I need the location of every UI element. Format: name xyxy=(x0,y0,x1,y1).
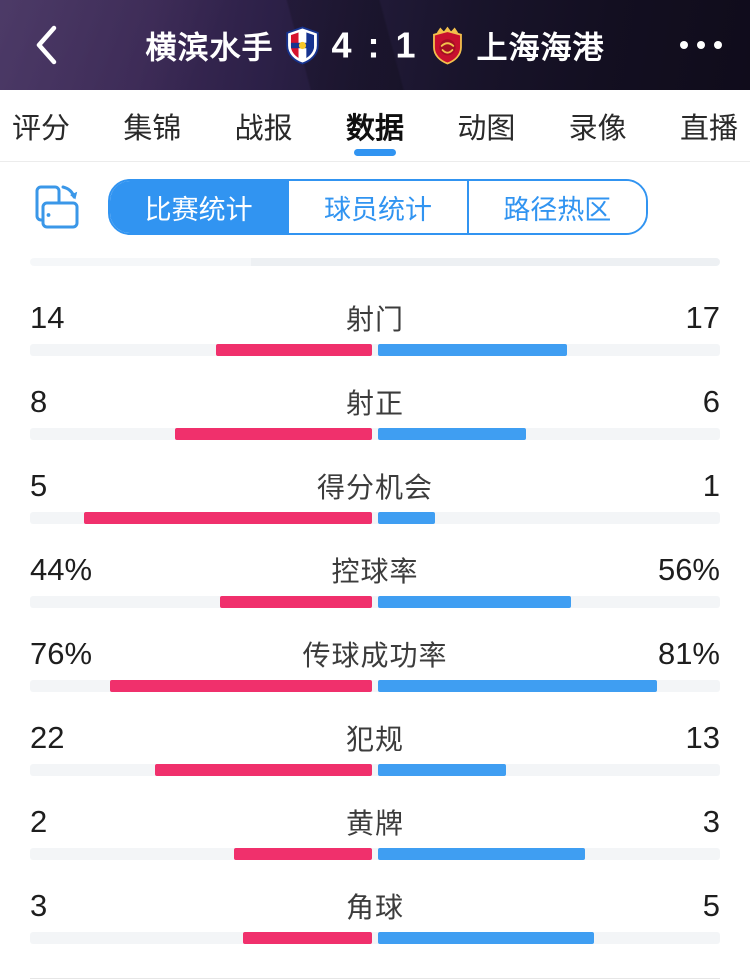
match-title: 横滨水手 4 : 1 上海海港 xyxy=(145,23,604,68)
stat-label: 射正 xyxy=(345,388,404,419)
away-value: 5 xyxy=(702,888,720,923)
away-value: 1 xyxy=(702,468,720,503)
match-header: 横滨水手 4 : 1 上海海港 xyxy=(0,0,750,90)
stat-label: 传球成功率 xyxy=(302,640,448,671)
stat-label: 犯规 xyxy=(345,724,404,755)
home-value: 2 xyxy=(30,804,48,839)
match-score: 4 : 1 xyxy=(331,24,419,65)
away-value: 13 xyxy=(685,720,720,755)
stat-track xyxy=(30,344,720,356)
away-value: 56% xyxy=(657,552,720,587)
stat-label: 角球 xyxy=(345,892,404,923)
stat-row: 8 射正 6 xyxy=(30,370,720,454)
back-chevron-icon xyxy=(36,25,57,65)
section-divider xyxy=(30,978,720,979)
home-value: 22 xyxy=(30,720,65,755)
stat-track xyxy=(30,512,720,524)
stat-track xyxy=(30,848,720,860)
home-value: 5 xyxy=(30,468,48,503)
home-value: 3 xyxy=(30,888,48,923)
home-bar xyxy=(242,932,372,944)
subtab-label: 比赛统计 xyxy=(144,194,253,225)
tab-label: 录像 xyxy=(568,112,627,145)
away-bar xyxy=(378,512,436,524)
match-stats-list: 14 射门 17 8 射正 6 5 得分机会 1 44% 控球率 56% 76% 传球成功率 81% 22 犯规… xyxy=(0,266,750,958)
more-options-button[interactable] xyxy=(678,31,724,59)
subtab-heatmap[interactable]: 路径热区 xyxy=(466,181,646,233)
tab-highlights[interactable]: 集锦 xyxy=(119,90,185,161)
away-value: 6 xyxy=(702,384,720,419)
tab-gifs[interactable]: 动图 xyxy=(453,90,519,161)
subtab-label: 路径热区 xyxy=(503,194,612,225)
stat-row: 14 射门 17 xyxy=(30,286,720,370)
tab-label: 动图 xyxy=(457,112,516,145)
dot-icon xyxy=(680,41,688,49)
subtab-player-stats[interactable]: 球员统计 xyxy=(287,181,467,233)
subtab-match-stats[interactable]: 比赛统计 xyxy=(110,181,288,233)
away-bar xyxy=(378,344,568,356)
stat-label: 得分机会 xyxy=(316,472,433,503)
home-value: 76% xyxy=(30,636,93,671)
stat-row: 22 犯规 13 xyxy=(30,706,720,790)
stat-label: 控球率 xyxy=(331,556,419,587)
scroll-indicator-strip xyxy=(30,258,720,266)
tab-label: 集锦 xyxy=(123,112,182,145)
stat-track xyxy=(30,764,720,776)
subtab-row: 比赛统计 球员统计 路径热区 xyxy=(0,162,750,252)
away-bar xyxy=(378,848,585,860)
back-button[interactable] xyxy=(24,19,68,71)
away-value: 81% xyxy=(657,636,720,671)
stat-row: 2 黄牌 3 xyxy=(30,790,720,874)
home-bar xyxy=(234,848,372,860)
stat-track xyxy=(30,680,720,692)
active-tab-underline xyxy=(353,149,396,156)
away-team-crest-icon xyxy=(433,26,462,64)
rotate-screen-icon[interactable] xyxy=(30,181,82,233)
home-bar xyxy=(155,764,372,776)
dot-icon xyxy=(714,41,722,49)
away-bar xyxy=(378,596,572,608)
stat-row: 44% 控球率 56% xyxy=(30,538,720,622)
stats-segmented-control: 比赛统计 球员统计 路径热区 xyxy=(108,179,648,235)
stat-label: 射门 xyxy=(345,304,404,335)
home-team-name: 横滨水手 xyxy=(145,30,274,66)
away-bar xyxy=(378,680,658,692)
home-bar xyxy=(216,344,372,356)
home-value: 14 xyxy=(30,300,65,335)
tab-bar: 评分 集锦 战报 数据 动图 录像 直播 xyxy=(0,90,750,162)
tab-label: 评分 xyxy=(12,112,71,145)
tab-label: 直播 xyxy=(679,112,738,145)
dot-icon xyxy=(697,41,705,49)
home-value: 8 xyxy=(30,384,48,419)
tab-label: 数据 xyxy=(345,112,404,145)
stat-track xyxy=(30,932,720,944)
home-bar xyxy=(84,512,372,524)
away-team-name: 上海海港 xyxy=(476,30,605,66)
stat-row: 3 角球 5 xyxy=(30,874,720,958)
subtab-label: 球员统计 xyxy=(323,194,432,225)
stat-track xyxy=(30,596,720,608)
stat-track xyxy=(30,428,720,440)
home-value: 44% xyxy=(30,552,93,587)
away-value: 17 xyxy=(685,300,720,335)
home-bar xyxy=(174,428,372,440)
home-team-crest-icon xyxy=(286,26,319,64)
away-bar xyxy=(378,932,594,944)
tab-label: 战报 xyxy=(234,112,293,145)
home-bar xyxy=(109,680,372,692)
stat-label: 黄牌 xyxy=(345,808,404,839)
away-bar xyxy=(378,764,507,776)
tab-live[interactable]: 直播 xyxy=(676,90,742,161)
tab-video[interactable]: 录像 xyxy=(565,90,631,161)
tab-data[interactable]: 数据 xyxy=(342,90,408,161)
home-bar xyxy=(220,596,372,608)
tab-report[interactable]: 战报 xyxy=(231,90,297,161)
away-bar xyxy=(378,428,526,440)
stat-row: 76% 传球成功率 81% xyxy=(30,622,720,706)
tab-rating[interactable]: 评分 xyxy=(8,90,74,161)
stat-row: 5 得分机会 1 xyxy=(30,454,720,538)
away-value: 3 xyxy=(702,804,720,839)
